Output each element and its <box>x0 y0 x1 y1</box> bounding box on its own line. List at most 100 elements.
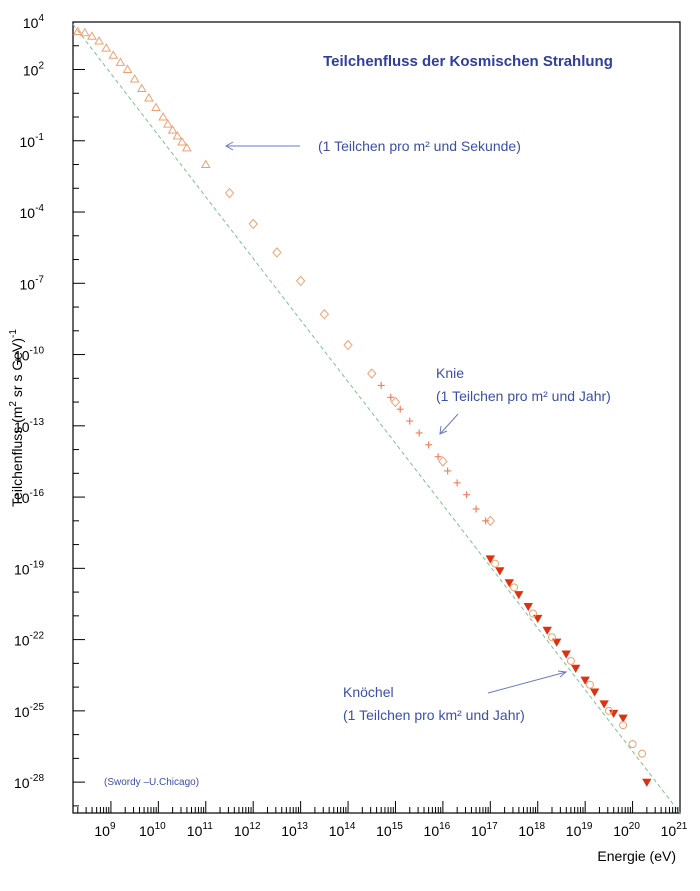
chart-title: Teilchenfluss der Kosmischen Strahlung <box>323 53 613 70</box>
x-tick-exp: 21 <box>676 821 688 832</box>
data-points-layer <box>72 26 652 787</box>
data-point <box>144 93 154 102</box>
data-point <box>561 650 571 659</box>
x-tick-base: 10 <box>613 823 629 839</box>
data-point <box>491 559 500 568</box>
data-point <box>528 609 537 618</box>
data-point <box>377 381 385 389</box>
x-tick-base: 10 <box>187 823 203 839</box>
data-point <box>585 680 594 689</box>
data-point <box>599 700 609 709</box>
data-point <box>158 112 168 121</box>
x-tick-exp: 20 <box>629 821 641 832</box>
data-point <box>177 136 187 146</box>
x-tick-base: 10 <box>376 823 392 839</box>
y-tick-exp: -25 <box>30 702 45 713</box>
x-tick-base: 10 <box>661 823 677 839</box>
ticks-layer: 109 1010 1011 1012 1013 1014 1015 1016 1017 1018 1… <box>14 13 688 839</box>
x-tick-label: 1015 <box>376 821 403 839</box>
data-point <box>552 638 562 647</box>
x-tick-label: 1012 <box>234 821 261 839</box>
data-point <box>566 656 575 665</box>
data-point <box>115 57 126 66</box>
x-tick-base: 10 <box>94 823 110 839</box>
y-tick-base: 10 <box>23 63 39 79</box>
y-tick-label: 10-19 <box>14 559 44 577</box>
data-point <box>619 721 628 730</box>
y-tick-base: 10 <box>20 276 36 292</box>
fit-line-layer <box>72 24 681 814</box>
y-tick-exp: -1 <box>35 132 44 143</box>
annotation-arrowhead-knee <box>439 425 448 435</box>
data-point <box>604 706 613 715</box>
data-point <box>129 74 140 83</box>
y-tick-label: 104 <box>23 13 45 31</box>
data-point <box>638 749 647 758</box>
data-point <box>343 339 353 351</box>
x-tick-exp: 9 <box>110 821 116 832</box>
y-tick-label: 102 <box>23 61 45 79</box>
x-tick-label: 1018 <box>518 821 545 839</box>
data-point <box>387 393 395 401</box>
annotation-arrow-ankle <box>487 671 567 694</box>
y-tick-exp: -4 <box>35 203 44 214</box>
data-point <box>272 247 282 258</box>
data-point <box>504 579 514 588</box>
y-axis-label: Teilchenfluss (m2 sr s GeV)-1 <box>8 329 25 507</box>
y-tick-exp: -7 <box>35 274 44 285</box>
annotation-arrow-knee <box>439 413 459 435</box>
data-point <box>482 517 490 525</box>
data-point <box>495 567 505 576</box>
data-point <box>390 396 401 408</box>
annotation-knee-title: Knie <box>436 365 464 381</box>
data-point <box>514 591 524 600</box>
x-tick-base: 10 <box>139 823 155 839</box>
x-tick-base: 10 <box>566 823 582 839</box>
x-axis-label: Energie (eV) <box>597 848 676 864</box>
data-point <box>319 308 330 320</box>
y-axis-label-exp1: 2 <box>8 401 19 407</box>
data-point <box>79 27 90 37</box>
y-tick-exp: -28 <box>30 773 45 784</box>
data-point <box>485 515 495 527</box>
data-point <box>151 102 161 112</box>
y-tick-base: 10 <box>20 134 36 150</box>
data-point <box>425 441 433 449</box>
x-tick-base: 10 <box>329 823 345 839</box>
annotation-ankle-title: Knöchel <box>343 684 394 700</box>
annotation-second: (1 Teilchen pro m² und Sekunde) <box>318 138 521 154</box>
y-tick-label: 10-1 <box>20 132 45 150</box>
data-point <box>72 26 83 36</box>
annotation-knee-detail: (1 Teilchen pro m² und Jahr) <box>436 388 611 404</box>
data-point <box>434 453 442 461</box>
x-tick-label: 1017 <box>471 821 498 839</box>
x-tick-label: 1011 <box>187 821 213 839</box>
y-tick-label: 10-25 <box>14 702 44 720</box>
data-point <box>523 602 533 612</box>
y-tick-exp: 4 <box>38 13 44 24</box>
x-tick-base: 10 <box>424 823 440 839</box>
data-point <box>463 491 471 499</box>
x-tick-label: 1013 <box>281 821 308 839</box>
y-tick-base: 10 <box>14 561 30 577</box>
data-point <box>181 142 192 152</box>
y-axis-label-exp2: -1 <box>8 329 19 338</box>
y-tick-exp: 2 <box>38 61 44 72</box>
data-point <box>580 676 590 685</box>
data-point <box>453 479 461 487</box>
data-point <box>485 555 496 564</box>
x-tick-label: 1020 <box>613 821 640 839</box>
data-point <box>94 35 104 45</box>
x-tick-label: 1019 <box>566 821 593 839</box>
y-axis-label-mid: sr s GeV) <box>9 338 25 401</box>
y-tick-label: 10-13 <box>14 417 44 435</box>
data-point <box>224 187 235 199</box>
data-point <box>162 119 173 128</box>
y-tick-label: 10-28 <box>14 773 44 791</box>
data-point <box>589 688 600 697</box>
data-point <box>510 583 519 592</box>
x-tick-exp: 16 <box>439 821 451 832</box>
x-tick-exp: 13 <box>297 821 309 832</box>
y-tick-base: 10 <box>14 704 30 720</box>
